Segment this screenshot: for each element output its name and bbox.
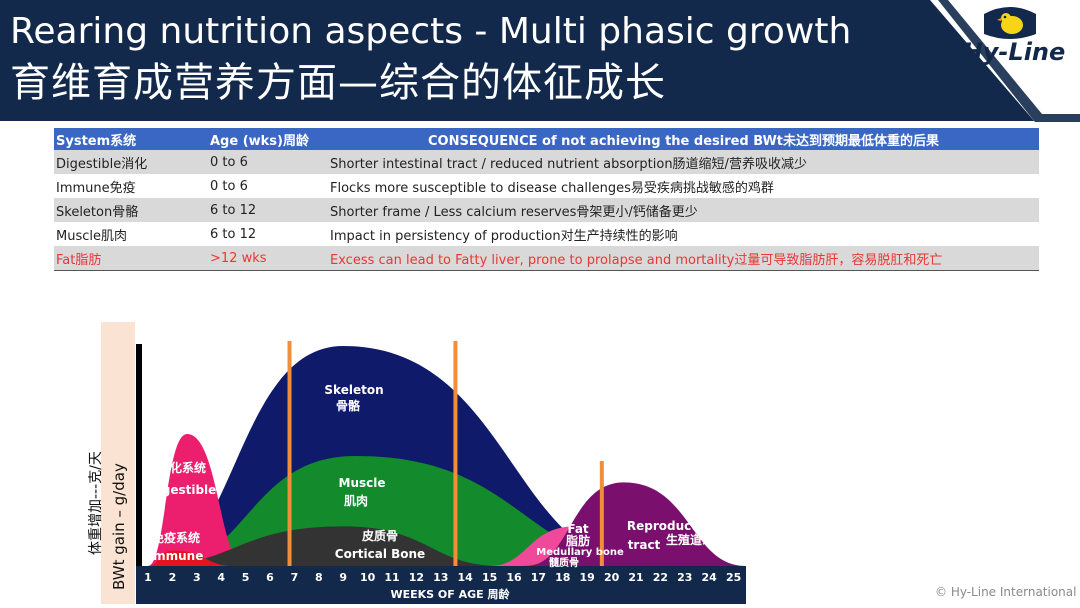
x-tick-label: 16	[506, 571, 522, 584]
skeleton-label-cn: 骨骼	[336, 398, 361, 413]
phase-marker-line	[599, 461, 604, 566]
muscle-label-cn: 肌肉	[343, 493, 368, 508]
phase-marker-line	[453, 341, 458, 566]
table-header-system: System系统	[54, 128, 208, 150]
table-cell: 0 to 6	[210, 178, 248, 194]
x-tick-label: 10	[360, 571, 376, 584]
x-tick-label: 9	[339, 571, 347, 584]
digestible-curve	[148, 434, 246, 566]
digestible-label: Digestible	[148, 483, 217, 497]
medullary-bone-label: Medullary bone	[536, 547, 624, 558]
immune-curve	[148, 550, 234, 566]
table-row: Skeleton骨骼 6 to 12 Shorter frame / Less …	[54, 198, 1039, 222]
table-cell: 6 to 12	[208, 198, 328, 222]
table-cell: Flocks more susceptible to disease chall…	[330, 180, 774, 196]
x-tick-label: 11	[384, 571, 399, 584]
table-cell: 6 to 12	[210, 226, 257, 242]
reproductive-tract-label-line2: tract	[628, 538, 661, 552]
y-axis-label-cn: 体重增加---克/天	[88, 451, 104, 555]
x-tick-label: 22	[653, 571, 668, 584]
table-cell: Shorter intestinal tract / reduced nutri…	[328, 150, 1039, 174]
x-tick-label: 3	[193, 571, 201, 584]
muscle-label: Muscle	[339, 476, 386, 490]
immune-label: Immune	[149, 549, 204, 563]
reproductive-tract-label-cn: 生殖道系统	[666, 532, 726, 547]
consequence-table: System系统 Age (wks)周龄 CONSEQUENCE of not …	[54, 128, 1039, 271]
labels-layer: Skeleton骨骼 Muscle 肌肉 Digestible 消化系统 Cortical…	[148, 383, 726, 569]
table-row: Digestible消化 0 to 6 Shorter intestinal t…	[54, 150, 1039, 174]
table-cell: Excess can lead to Fatty liver, prone to…	[328, 246, 1039, 271]
table-cell: Immune免疫	[56, 180, 136, 196]
skeleton-label: Skeleton	[324, 383, 383, 397]
cortical-bone-label-cn: 皮质骨	[361, 528, 398, 543]
table-cell: Muscle肌肉	[56, 228, 127, 244]
fat-label-cn: 脂肪	[565, 533, 590, 548]
logo-text: Hy-Line	[962, 38, 1066, 66]
table-cell: 0 to 6	[208, 150, 328, 174]
x-tick-label: 17	[531, 571, 546, 584]
x-tick-label: 5	[242, 571, 250, 584]
x-tick-label: 25	[726, 571, 741, 584]
fat-label: Fat	[567, 522, 589, 536]
curves-layer	[148, 346, 746, 566]
table-cell: Digestible消化	[54, 150, 208, 174]
table-row: Immune免疫 0 to 6 Flocks more susceptible …	[54, 174, 1039, 198]
x-tick-label: 7	[291, 571, 299, 584]
slide-header: Rearing nutrition aspects - Multi phasic…	[0, 0, 1080, 121]
x-tick-label: 4	[217, 571, 225, 584]
x-tick-label: 12	[409, 571, 424, 584]
table-cell: >12 wks	[208, 246, 328, 271]
y-axis-label-en: BWt gain – g/day	[110, 463, 128, 590]
y-axis-label-box	[101, 322, 135, 604]
table-header-consequence: CONSEQUENCE of not achieving the desired…	[328, 128, 1039, 150]
table-cell: Impact in persistency of production对生产持续…	[330, 228, 678, 244]
table-cell: Shorter frame / Less calcium reserves骨架更…	[328, 198, 1039, 222]
digestible-label-cn: 消化系统	[158, 460, 206, 475]
x-axis-band	[136, 566, 746, 604]
table-row: Fat脂肪 >12 wks Excess can lead to Fatty l…	[54, 246, 1039, 271]
x-tick-label: 18	[555, 571, 570, 584]
markers-layer	[287, 341, 604, 566]
x-tick-label: 20	[604, 571, 620, 584]
copyright-text: © Hy-Line International	[935, 585, 1077, 599]
table-cell: Fat脂肪	[54, 246, 208, 271]
x-tick-label: 13	[433, 571, 448, 584]
reproductive-tract-label: Reproductive	[627, 519, 717, 533]
table-cell: Skeleton骨骼	[54, 198, 208, 222]
phase-marker-line	[287, 341, 292, 566]
slide-title-cn: 育维育成营养方面—综合的体征成长	[10, 60, 666, 106]
x-tick-label: 24	[702, 571, 718, 584]
x-tick-label: 6	[266, 571, 274, 584]
table-row: Muscle肌肉 6 to 12 Impact in persistency o…	[54, 222, 1039, 246]
x-tick-label: 23	[677, 571, 692, 584]
x-tick-label: 2	[169, 571, 177, 584]
ticks-layer: 1 2 3 4 5 6 7 8 9 10 11 12 13 14 15 16 17 18 19 20 21 22 23 24 2…	[144, 571, 741, 584]
table-header-age: Age (wks)周龄	[208, 128, 328, 150]
x-axis-label: WEEKS OF AGE 周龄	[390, 587, 510, 601]
table-header-row: System系统 Age (wks)周龄 CONSEQUENCE of not …	[54, 128, 1039, 150]
cortical-bone-curve	[148, 526, 502, 566]
x-tick-label: 21	[628, 571, 643, 584]
y-axis-line	[136, 344, 142, 566]
reproductive-tract-curve	[526, 482, 746, 566]
x-tick-label: 15	[482, 571, 497, 584]
x-tick-label: 19	[580, 571, 595, 584]
x-tick-label: 8	[315, 571, 323, 584]
hyline-logo-icon	[930, 0, 1080, 122]
slide-title-en: Rearing nutrition aspects - Multi phasic…	[10, 11, 852, 52]
cortical-bone-label: Cortical Bone	[335, 547, 425, 561]
immune-label-cn: 免疫系统	[152, 530, 200, 545]
x-tick-label: 1	[144, 571, 152, 584]
x-tick-label: 14	[458, 571, 474, 584]
medullary-bone-label-cn: 髓质骨	[549, 556, 579, 569]
